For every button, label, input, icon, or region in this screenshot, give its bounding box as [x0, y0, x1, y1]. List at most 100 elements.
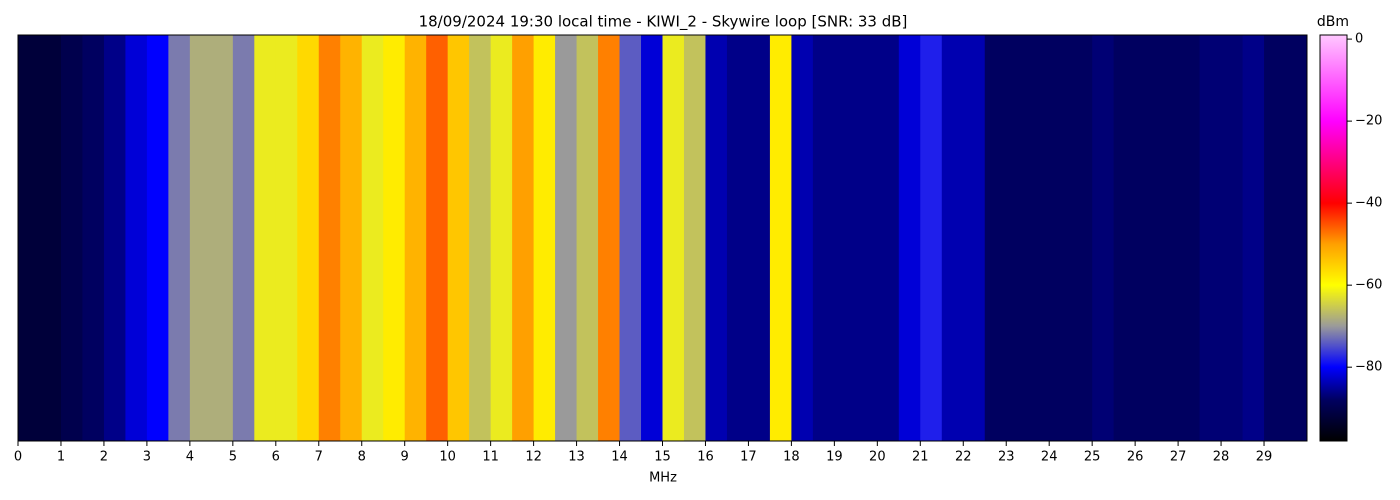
spectrum-band — [1156, 35, 1179, 441]
x-tick-label: 11 — [482, 450, 499, 465]
spectrum-band — [555, 35, 578, 441]
x-tick-label: 2 — [100, 450, 108, 465]
colorbar-tick-label: −80 — [1355, 360, 1382, 375]
x-tick-label: 5 — [229, 450, 237, 465]
spectrum-band — [469, 35, 492, 441]
spectrum-band — [769, 35, 792, 441]
spectrum-band — [512, 35, 535, 441]
spectrum-band — [1049, 35, 1072, 441]
colorbar — [1319, 34, 1348, 442]
spectrum-band — [533, 35, 556, 441]
x-tick-label: 18 — [783, 450, 800, 465]
spectrum-band — [318, 35, 341, 441]
spectrum-band — [877, 35, 900, 441]
x-axis-label: MHz — [649, 471, 677, 486]
spectrum-band — [855, 35, 878, 441]
spectrum-band — [1113, 35, 1136, 441]
spectrum-band — [598, 35, 621, 441]
spectrum-band — [920, 35, 943, 441]
x-tick-label: 12 — [525, 450, 542, 465]
spectrum-band — [1092, 35, 1115, 441]
plot-area — [18, 35, 1308, 441]
spectrum-band — [82, 35, 105, 441]
spectrum-band — [1027, 35, 1050, 441]
spectrum-band — [383, 35, 406, 441]
spectrum-band — [619, 35, 642, 441]
spectrum-band — [748, 35, 771, 441]
x-tick-label: 29 — [1256, 450, 1273, 465]
x-tick-label: 21 — [912, 450, 929, 465]
x-tick-label: 14 — [611, 450, 628, 465]
spectrum-band — [1264, 35, 1287, 441]
x-tick-label: 15 — [654, 450, 671, 465]
spectrum-band — [1199, 35, 1222, 441]
spectrum-band — [834, 35, 857, 441]
x-tick-label: 9 — [401, 450, 409, 465]
spectrum-band — [984, 35, 1007, 441]
spectrum-band — [1006, 35, 1029, 441]
spectrum-band — [1221, 35, 1244, 441]
x-tick-label: 7 — [315, 450, 323, 465]
spectrum-band — [683, 35, 706, 441]
x-tick-label: 1 — [57, 450, 65, 465]
spectrum-band — [39, 35, 62, 441]
spectrum-band — [361, 35, 384, 441]
colorbar-tick-label: −40 — [1355, 196, 1382, 211]
spectrum-band — [726, 35, 749, 441]
x-tick-label: 23 — [998, 450, 1015, 465]
x-tick-label: 0 — [14, 450, 22, 465]
spectrum-band — [705, 35, 728, 441]
spectrum-band — [60, 35, 83, 441]
x-tick-label: 26 — [1127, 450, 1144, 465]
x-tick-label: 17 — [740, 450, 757, 465]
spectrum-band — [490, 35, 513, 441]
spectrum-band — [1070, 35, 1093, 441]
spectrum-band — [125, 35, 148, 441]
x-tick-label: 10 — [439, 450, 456, 465]
x-tick-label: 22 — [955, 450, 972, 465]
x-tick-label: 24 — [1041, 450, 1058, 465]
spectrum-band — [211, 35, 234, 441]
spectrum-band — [340, 35, 363, 441]
spectrum-band — [963, 35, 986, 441]
colorbar-tick-label: −60 — [1355, 278, 1382, 293]
spectrum-band — [812, 35, 835, 441]
x-tick-label: 13 — [568, 450, 585, 465]
x-tick-label: 3 — [143, 450, 151, 465]
colorbar-tick-label: 0 — [1355, 32, 1363, 47]
spectrum-band — [1178, 35, 1201, 441]
x-tick-label: 8 — [358, 450, 366, 465]
spectrum-band — [426, 35, 449, 441]
spectrum-band — [447, 35, 470, 441]
spectrum-band — [103, 35, 126, 441]
x-tick-label: 20 — [869, 450, 886, 465]
x-tick-label: 19 — [826, 450, 843, 465]
spectrum-band — [404, 35, 427, 441]
spectrum-band — [297, 35, 320, 441]
spectrum-band — [18, 35, 40, 441]
x-tick-label: 25 — [1084, 450, 1101, 465]
spectrum-band — [641, 35, 663, 441]
spectrum-band — [254, 35, 277, 441]
x-tick-label: 27 — [1170, 450, 1187, 465]
spectrum-band — [941, 35, 964, 441]
spectrum-band — [898, 35, 921, 441]
x-tick-label: 6 — [272, 450, 280, 465]
colorbar-label: dBm — [1317, 14, 1349, 30]
chart-title: 18/09/2024 19:30 local time - KIWI_2 - S… — [419, 13, 908, 32]
colorbar-tick-label: −20 — [1355, 114, 1382, 129]
spectrum-band — [791, 35, 814, 441]
spectrum-band — [1135, 35, 1158, 441]
spectrum-band — [662, 35, 685, 441]
spectrum-band — [275, 35, 298, 441]
x-tick-label: 16 — [697, 450, 714, 465]
spectrum-band — [189, 35, 212, 441]
spectrum-band — [146, 35, 169, 441]
spectrum-band — [1285, 35, 1308, 441]
spectrum-band — [232, 35, 255, 441]
x-tick-label: 4 — [186, 450, 194, 465]
spectrum-band — [1242, 35, 1265, 441]
spectrum-band — [168, 35, 191, 441]
spectrum-band — [576, 35, 599, 441]
